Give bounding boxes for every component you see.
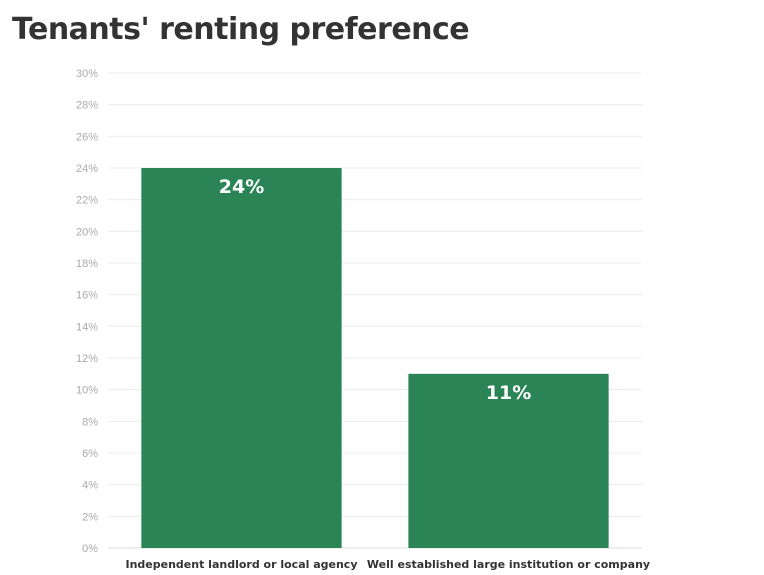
y-tick-label: 20% [76, 226, 98, 238]
y-tick-label: 8% [82, 416, 98, 428]
x-axis: Independent landlord or local agency Well… [126, 558, 651, 571]
chart-title: Tenants' renting preference [12, 12, 470, 47]
data-labels: 24% 11% [219, 176, 531, 404]
y-tick-label: 30% [76, 68, 98, 80]
y-tick-label: 26% [76, 131, 98, 143]
y-tick-label: 6% [82, 448, 98, 460]
bar [141, 168, 342, 548]
y-tick-label: 0% [82, 543, 98, 555]
y-tick-label: 14% [76, 321, 98, 333]
bar [408, 373, 609, 548]
y-tick-label: 2% [82, 511, 98, 523]
bars [141, 168, 609, 548]
data-label: 24% [219, 176, 264, 198]
y-tick-label: 24% [76, 163, 98, 175]
x-category-label: Independent landlord or local agency [126, 558, 358, 571]
y-axis: 0% 2% 4% 6% 8% 10% 12% 14% 16% 18% 20% 22% 24% 26% 28%… [76, 68, 98, 555]
y-tick-label: 22% [76, 195, 98, 207]
x-category-label: Well established large institution or co… [367, 558, 650, 571]
data-label: 11% [486, 382, 531, 404]
y-tick-label: 12% [76, 353, 98, 365]
y-tick-label: 10% [76, 385, 98, 397]
y-tick-label: 4% [82, 480, 98, 492]
y-tick-label: 28% [76, 100, 98, 112]
y-tick-label: 16% [76, 290, 98, 302]
y-tick-label: 18% [76, 258, 98, 270]
